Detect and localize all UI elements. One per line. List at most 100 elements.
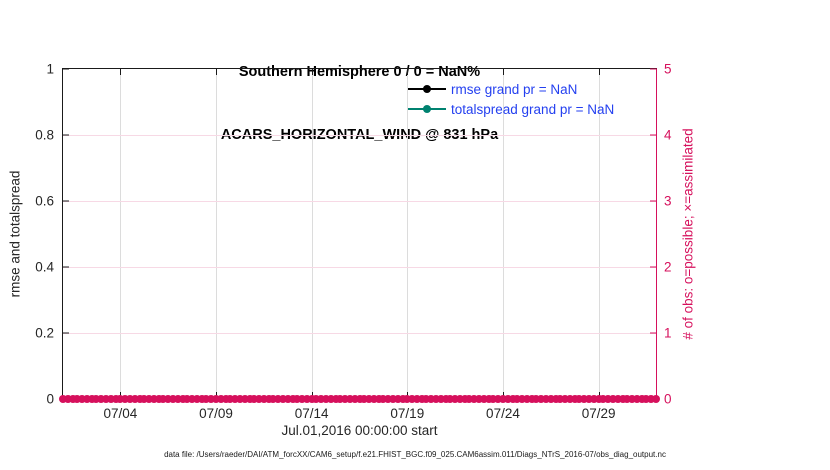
possible-o-marker <box>398 395 407 403</box>
y-tick-label-right: 5 <box>664 61 672 77</box>
legend-row-rmse: rmse grand pr = NaN <box>408 79 614 99</box>
x-gridline <box>502 69 504 399</box>
x-tick-label: 07/24 <box>486 406 520 421</box>
possible-o-marker <box>278 395 287 403</box>
y-gridline <box>63 267 656 268</box>
possible-o-marker <box>149 395 158 403</box>
possible-o-marker <box>92 395 101 403</box>
rmse-dot-marker-icon <box>423 85 431 93</box>
possible-o-marker <box>408 395 417 403</box>
possible-o-marker <box>532 395 541 403</box>
possible-o-marker <box>245 395 254 403</box>
possible-o-marker <box>164 395 173 403</box>
possible-o-marker <box>465 395 474 403</box>
possible-o-marker <box>647 395 656 403</box>
possible-o-marker <box>489 395 498 403</box>
possible-o-marker <box>336 395 345 403</box>
legend-row-totalspread: totalspread grand pr = NaN <box>408 99 614 119</box>
possible-o-marker <box>288 395 297 403</box>
possible-o-marker <box>188 395 197 403</box>
y-axis-label-left: rmse and totalspread <box>7 170 23 298</box>
x-tick-label: 07/14 <box>294 406 329 421</box>
x-axis-label: Jul.01,2016 00:00:00 start <box>281 423 438 438</box>
possible-o-marker <box>388 395 397 403</box>
possible-o-marker <box>623 395 632 403</box>
possible-o-marker <box>78 395 87 403</box>
possible-o-marker <box>102 395 111 403</box>
possible-o-marker <box>269 395 278 403</box>
possible-o-marker <box>192 395 201 403</box>
y-tick-label-right: 2 <box>664 259 672 275</box>
possible-o-marker <box>518 395 527 403</box>
possible-o-marker <box>135 395 144 403</box>
possible-o-marker <box>604 395 613 403</box>
x-tick-label: 07/09 <box>199 406 233 421</box>
possible-o-marker <box>551 395 560 403</box>
possible-o-marker <box>412 395 421 403</box>
possible-o-marker <box>221 395 230 403</box>
possible-o-marker <box>202 395 211 403</box>
possible-o-marker <box>585 395 594 403</box>
possible-o-marker <box>59 395 67 403</box>
x-tick-top <box>502 69 504 75</box>
possible-o-marker <box>484 395 493 403</box>
y-tick-right <box>650 68 656 70</box>
possible-o-marker <box>250 395 259 403</box>
possible-o-marker <box>436 395 445 403</box>
possible-o-marker <box>331 395 340 403</box>
y-tick-right <box>650 200 656 202</box>
y-tick-right <box>650 332 656 334</box>
y-tick-label-left: 0.4 <box>35 259 54 275</box>
possible-o-marker <box>522 395 531 403</box>
y-tick-left <box>63 266 69 268</box>
y-tick-label-left: 0.6 <box>35 193 54 209</box>
possible-o-marker <box>87 395 96 403</box>
x-gridline <box>598 69 600 399</box>
possible-o-marker <box>546 395 555 403</box>
y-axis-label-right: # of obs: o=possible; ×=assimilated <box>680 128 696 340</box>
possible-o-marker <box>355 395 364 403</box>
possible-o-marker <box>570 395 579 403</box>
possible-o-marker <box>527 395 536 403</box>
x-gridline <box>407 69 409 399</box>
possible-o-marker <box>240 395 249 403</box>
x-tick-top <box>311 69 313 75</box>
x-gridline <box>311 69 313 399</box>
possible-o-marker <box>384 395 393 403</box>
y-gridline <box>63 333 656 334</box>
possible-o-marker <box>154 395 163 403</box>
possible-o-marker <box>116 395 125 403</box>
possible-o-marker <box>130 395 139 403</box>
possible-o-marker <box>106 395 115 403</box>
data-file-caption: data file: /Users/raeder/DAI/ATM_forcXX/… <box>164 450 666 459</box>
possible-o-marker <box>599 395 608 403</box>
possible-o-marker <box>350 395 359 403</box>
x-tick-label: 07/29 <box>581 406 616 421</box>
x-gridline <box>216 69 218 399</box>
possible-o-marker <box>345 395 354 403</box>
possible-o-marker <box>173 395 182 403</box>
possible-o-marker <box>183 395 192 403</box>
x-tick-top <box>216 69 218 75</box>
possible-o-marker <box>427 395 436 403</box>
y-tick-left <box>63 332 69 334</box>
rmse-line-sample <box>408 85 446 93</box>
possible-o-marker <box>341 395 350 403</box>
possible-o-marker <box>145 395 154 403</box>
possible-o-marker <box>441 395 450 403</box>
possible-o-marker <box>455 395 464 403</box>
possible-o-marker <box>259 395 268 403</box>
possible-o-marker <box>197 395 206 403</box>
possible-o-marker <box>255 395 264 403</box>
possible-o-marker <box>73 395 82 403</box>
possible-o-marker <box>508 395 517 403</box>
possible-o-marker <box>68 395 77 403</box>
possible-o-marker <box>575 395 584 403</box>
possible-o-marker <box>498 395 507 403</box>
possible-o-marker <box>432 395 441 403</box>
possible-o-marker <box>178 395 187 403</box>
possible-o-marker <box>580 395 589 403</box>
possible-o-marker <box>82 395 91 403</box>
possible-o-marker <box>374 395 383 403</box>
